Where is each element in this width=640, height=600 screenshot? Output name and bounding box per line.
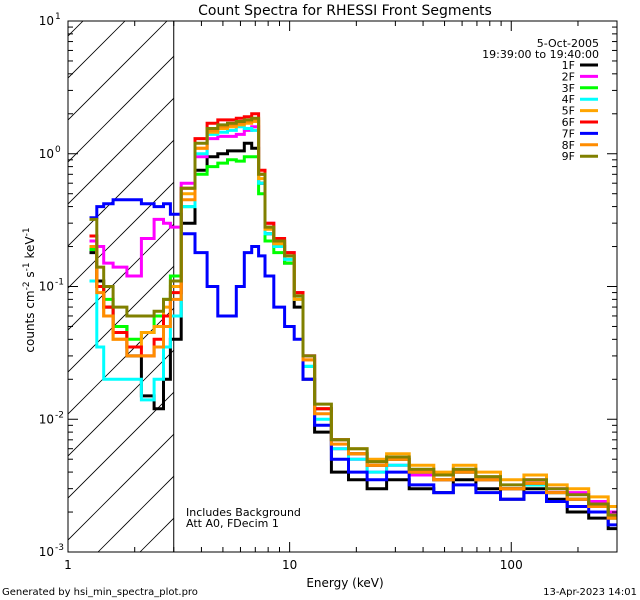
legend-label: 8F — [562, 139, 575, 152]
y-tick-label: 10 — [39, 14, 54, 28]
y-label-part: counts cm — [23, 290, 37, 352]
y-label-exp: -1 — [22, 262, 32, 271]
y-tick-label: 10 — [39, 280, 54, 294]
y-tick-label: 10 — [39, 412, 54, 426]
y-label-part: s — [23, 271, 37, 281]
y-label-exp: -1 — [22, 227, 32, 236]
y-tick-label: 10 — [39, 545, 54, 559]
legend-label: 2F — [562, 70, 575, 83]
y-tick-exponent: 0 — [55, 145, 61, 155]
x-tick-label: 10 — [282, 558, 297, 572]
legend-label: 1F — [562, 59, 575, 72]
y-label-exp: -2 — [22, 281, 32, 290]
hatch-line — [68, 391, 174, 499]
y-tick-exponent: 1 — [55, 12, 61, 22]
attenuator-annotation: Att A0, FDecim 1 — [186, 517, 279, 530]
hatch-line — [68, 349, 174, 457]
legend-label: 4F — [562, 93, 575, 106]
x-tick-label: 1 — [64, 558, 72, 572]
series-line-9F — [89, 116, 617, 517]
y-tick-exponent: -1 — [55, 278, 64, 288]
series-line-7F — [89, 198, 617, 527]
x-axis: 1 10 100 — [64, 21, 618, 572]
footer-generator: Generated by hsi_min_spectra_plot.pro — [2, 587, 198, 598]
footer-timestamp: 13-Apr-2023 14:01 — [543, 587, 637, 598]
legend-label: 3F — [562, 82, 575, 95]
x-axis-label: Energy (keV) — [306, 576, 383, 590]
legend-label: 7F — [562, 127, 575, 140]
hatch-line — [68, 223, 174, 331]
y-axis-label: counts cm-2 s-1 keV-1 — [22, 227, 37, 352]
hatch-line — [68, 21, 126, 79]
time-range-annotation: 19:39:00 to 19:40:00 — [482, 48, 599, 61]
legend-label: 5F — [562, 105, 575, 118]
chart-title: Count Spectra for RHESSI Front Segments — [198, 3, 492, 19]
date-annotation: 5-Oct-2005 — [537, 37, 599, 50]
series-group — [89, 112, 617, 531]
legend-label: 6F — [562, 116, 575, 129]
legend-label: 9F — [562, 150, 575, 163]
y-label-part: keV — [23, 236, 37, 263]
y-tick-exponent: -2 — [55, 410, 64, 420]
hatch-line — [68, 21, 168, 121]
x-tick-label: 100 — [500, 558, 523, 572]
background-annotation: Includes Background — [186, 506, 301, 519]
y-tick-exponent: -3 — [55, 543, 64, 553]
y-tick-label: 10 — [39, 147, 54, 161]
hatch-line — [68, 433, 174, 541]
